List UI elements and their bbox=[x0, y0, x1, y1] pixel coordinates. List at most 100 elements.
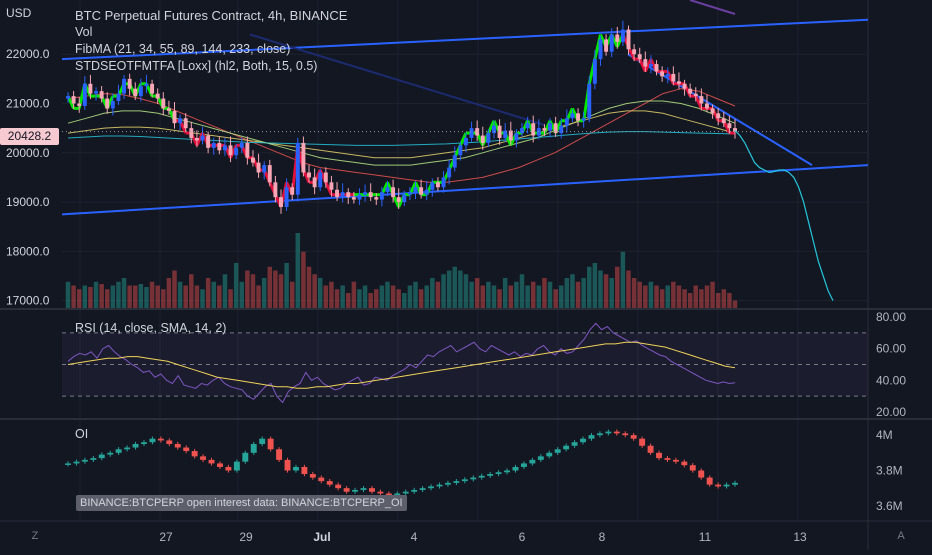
candle-body bbox=[419, 187, 424, 195]
volume-bar bbox=[149, 281, 155, 308]
candle-body bbox=[688, 88, 693, 94]
zoom-button[interactable]: Z bbox=[31, 530, 39, 542]
volume-bar bbox=[430, 278, 435, 308]
volume-bar bbox=[581, 278, 586, 308]
volume-bar bbox=[519, 274, 525, 308]
volume-bar bbox=[368, 293, 373, 308]
candle-body bbox=[340, 192, 345, 198]
oi-candle-body bbox=[90, 458, 97, 460]
volume-bar bbox=[704, 285, 710, 308]
trend-step-line bbox=[666, 70, 675, 85]
candle-body bbox=[475, 128, 480, 136]
volume-bar bbox=[413, 281, 418, 308]
candle-body bbox=[122, 78, 127, 94]
candle-body bbox=[262, 165, 267, 173]
volume-bar bbox=[699, 289, 704, 308]
oi-candle-body bbox=[436, 484, 443, 487]
trend-step-line bbox=[643, 58, 653, 73]
candle-body bbox=[531, 123, 536, 136]
price-tick-label: 21000.0 bbox=[6, 96, 50, 110]
volume-bar bbox=[357, 289, 362, 308]
volume-bar bbox=[643, 285, 648, 308]
candle-body bbox=[323, 172, 328, 183]
candle-body bbox=[295, 142, 300, 195]
volume-bar bbox=[256, 285, 261, 308]
candle-body bbox=[693, 93, 698, 97]
volume-bar bbox=[542, 278, 547, 308]
oi-candle-body bbox=[360, 488, 367, 490]
volume-bar bbox=[530, 281, 536, 308]
oi-candle-body bbox=[174, 443, 181, 448]
volume-bar bbox=[183, 285, 188, 308]
oi-candle-body bbox=[588, 435, 595, 439]
oi-candle-body bbox=[166, 440, 173, 444]
volume-bar bbox=[65, 281, 71, 308]
indicator-stdseotfmtfa[interactable]: STDSEOTFMTFA [Loxx] (hl2, Both, 15, 0.5) bbox=[75, 59, 318, 73]
candle-body bbox=[251, 157, 255, 163]
oi-candle-body bbox=[419, 488, 426, 490]
candle-body bbox=[441, 177, 446, 188]
oi-candle-body bbox=[630, 435, 637, 439]
volume-bar bbox=[278, 274, 284, 308]
candle-body bbox=[660, 71, 665, 77]
rsi-tick-label: 40.00 bbox=[876, 373, 906, 387]
volume-bar bbox=[351, 281, 357, 308]
candle-body bbox=[363, 192, 368, 195]
faded-trend-line bbox=[689, 0, 736, 15]
volume-bar bbox=[390, 285, 396, 308]
candle-body bbox=[564, 118, 569, 126]
oi-candle-body bbox=[495, 472, 502, 475]
volume-bar bbox=[245, 270, 250, 308]
volume-bar bbox=[637, 281, 642, 308]
oi-candle-body bbox=[191, 451, 198, 457]
oi-data-note: BINANCE:BTCPERP open interest data: BINA… bbox=[76, 495, 407, 511]
candle-body bbox=[520, 128, 524, 134]
rsi-line bbox=[67, 322, 736, 404]
volume-bar bbox=[127, 285, 132, 308]
trend-step-line bbox=[593, 34, 602, 60]
volume-bar bbox=[250, 274, 256, 308]
volume-bar bbox=[631, 278, 637, 308]
volume-bar bbox=[676, 285, 682, 308]
oi-candle-body bbox=[309, 474, 316, 478]
oi-candle-body bbox=[217, 463, 223, 467]
volume-bar bbox=[609, 278, 614, 308]
indicator-vol[interactable]: Vol bbox=[75, 25, 93, 39]
candle-body bbox=[626, 29, 631, 50]
oi-candle-body bbox=[639, 438, 646, 446]
volume-bar bbox=[424, 285, 429, 308]
volume-bar bbox=[570, 274, 575, 308]
candle-body bbox=[615, 34, 620, 42]
volume-bar bbox=[155, 285, 160, 308]
auto-scale-button[interactable]: A bbox=[897, 530, 905, 542]
volume-bar bbox=[211, 281, 216, 308]
candle-body bbox=[374, 197, 379, 200]
oi-candle-body bbox=[622, 433, 629, 436]
candle-body bbox=[699, 96, 704, 104]
rsi-label[interactable]: RSI (14, close, SMA, 14, 2) bbox=[75, 321, 227, 335]
candle-body bbox=[206, 135, 211, 148]
candle-body bbox=[172, 110, 177, 124]
trend-step-line bbox=[229, 144, 238, 159]
volume-bar bbox=[710, 281, 715, 308]
indicator-fibma[interactable]: FibMA (21, 34, 55, 89, 144, 233, close) bbox=[75, 42, 291, 56]
oi-candle-body bbox=[208, 459, 215, 464]
volume-bar bbox=[659, 289, 665, 308]
oi-candle-body bbox=[647, 445, 654, 453]
oi-label[interactable]: OI bbox=[75, 427, 89, 441]
candle-body bbox=[379, 192, 384, 200]
chart-title: BTC Perpetual Futures Contract, 4h, BINA… bbox=[75, 8, 348, 23]
oi-candle-body bbox=[546, 452, 553, 457]
candle-body bbox=[637, 54, 642, 60]
volume-bar bbox=[452, 266, 457, 308]
candle-body bbox=[194, 137, 199, 141]
candle-body bbox=[351, 197, 356, 200]
candle-body bbox=[676, 81, 681, 84]
oi-candle-body bbox=[352, 489, 359, 492]
volume-bar bbox=[228, 289, 233, 308]
rsi-tick-label: 60.00 bbox=[876, 342, 906, 356]
volume-bar bbox=[547, 281, 553, 308]
volume-bar bbox=[385, 281, 390, 308]
